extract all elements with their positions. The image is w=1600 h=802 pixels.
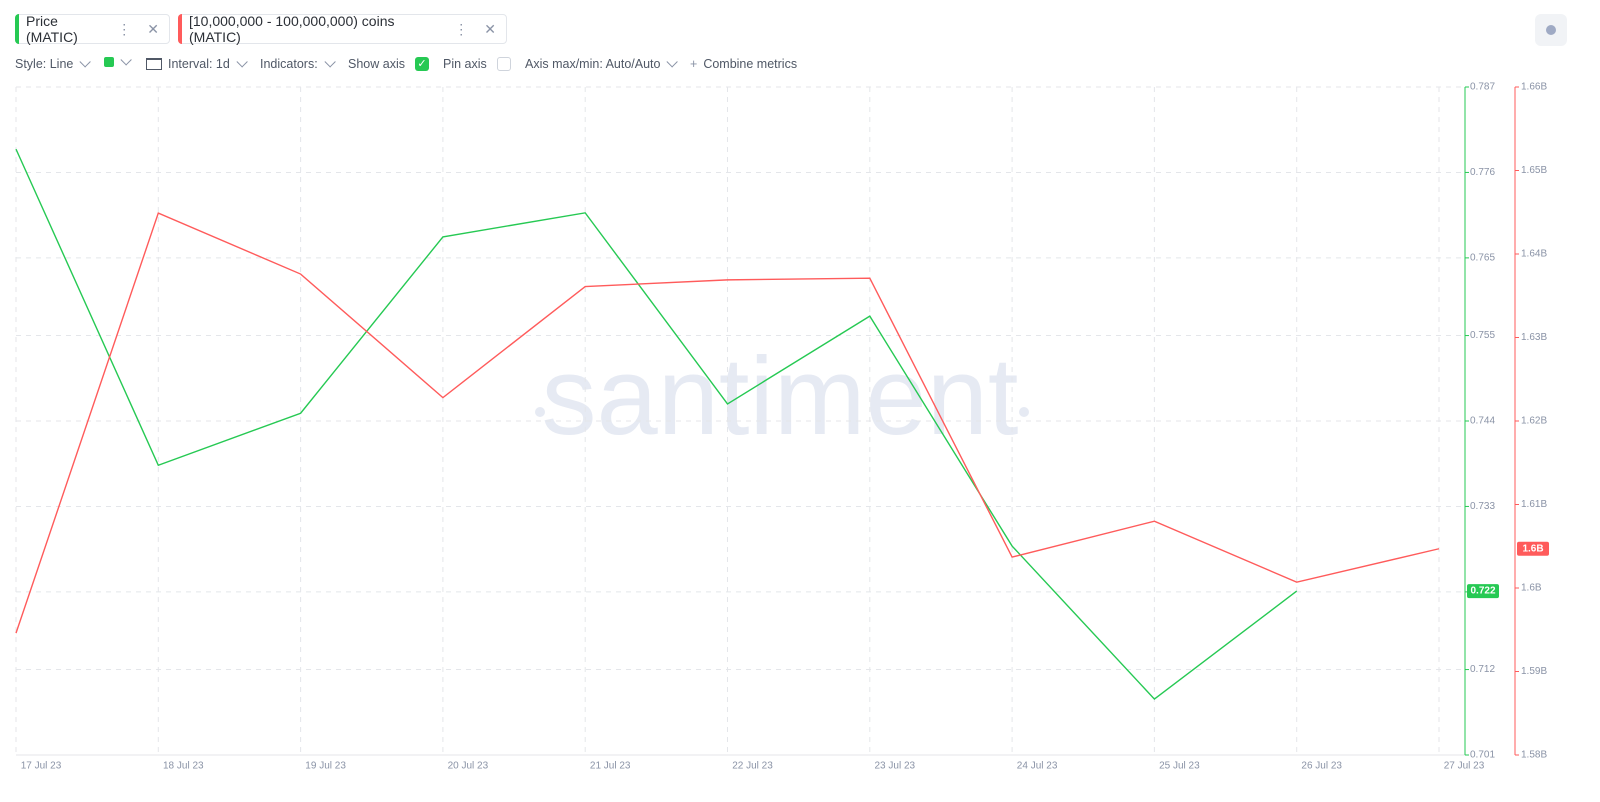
metric-tab[interactable]: [10,000,000 - 100,000,000) coins (MATIC)…	[178, 13, 507, 45]
y2-tick-label: 1.63B	[1521, 332, 1547, 343]
label: Show axis	[348, 57, 405, 71]
interval-select[interactable]: Interval: 1d	[146, 56, 248, 71]
y-tick-label: 0.733	[1470, 501, 1495, 512]
metric-tab[interactable]: Price (MATIC) ⋮ ✕	[15, 13, 170, 45]
watermark-dot	[1019, 407, 1029, 417]
menu-icon[interactable]: ⋮	[454, 20, 469, 37]
tab-label: Price (MATIC)	[26, 13, 78, 45]
y2-tick-label: 1.6B	[1521, 583, 1542, 594]
y2-tick-label: 1.58B	[1521, 750, 1547, 761]
watermark: santiment	[542, 335, 1019, 458]
tab-color	[15, 14, 19, 44]
label: Interval: 1d	[168, 57, 230, 71]
tab-color	[178, 14, 182, 44]
x-tick-label: 21 Jul 23	[590, 761, 631, 772]
y-tick-label: 0.712	[1470, 664, 1495, 675]
combine-button[interactable]: + Combine metrics	[690, 57, 798, 71]
y-tick-label: 0.776	[1470, 167, 1495, 178]
label: Indicators:	[260, 57, 318, 71]
close-icon[interactable]: ✕	[147, 20, 159, 37]
watermark-dot	[535, 407, 545, 417]
label: Axis max/min: Auto/Auto	[525, 57, 661, 71]
value-badge: 0.722	[1467, 584, 1499, 599]
x-tick-label: 27 Jul 23	[1444, 761, 1485, 772]
close-icon[interactable]: ✕	[484, 20, 496, 37]
x-tick-label: 20 Jul 23	[448, 761, 489, 772]
label: Style: Line	[15, 57, 74, 71]
x-tick-label: 25 Jul 23	[1159, 761, 1200, 772]
badge-bg	[1467, 584, 1499, 599]
y-tick-label: 0.765	[1470, 253, 1495, 264]
settings-button[interactable]	[1535, 14, 1567, 46]
x-tick-label: 19 Jul 23	[305, 761, 346, 772]
label: Pin axis	[443, 57, 487, 71]
label: Combine metrics	[703, 57, 798, 71]
y2-tick-label: 1.66B	[1521, 82, 1547, 93]
style-select[interactable]: Style: Line	[15, 56, 92, 71]
y2-tick-label: 1.59B	[1521, 666, 1547, 677]
y-tick-label: 0.755	[1470, 330, 1495, 341]
x-tick-label: 23 Jul 23	[875, 761, 916, 772]
indicators-select[interactable]: Indicators:	[260, 56, 336, 71]
tab-label: [10,000,000 - 100,000,000) coins (MATIC)	[189, 13, 395, 45]
value-badge: 1.6B	[1517, 541, 1549, 556]
series-line	[15, 148, 1298, 701]
badge-bg	[1517, 541, 1549, 556]
x-tick-label: 26 Jul 23	[1301, 761, 1342, 772]
menu-icon[interactable]: ⋮	[117, 20, 132, 37]
y-tick-label: 0.744	[1470, 416, 1495, 427]
show-axis-toggle[interactable]: Show axis ✓	[348, 57, 429, 71]
pin-axis-toggle[interactable]: Pin axis	[443, 57, 511, 71]
badge-label: 0.722	[1470, 586, 1495, 597]
color-select[interactable]	[104, 54, 132, 67]
y-tick-label: 0.701	[1470, 750, 1495, 761]
y2-tick-label: 1.64B	[1521, 249, 1547, 260]
x-tick-label: 22 Jul 23	[732, 761, 773, 772]
axis-maxmin-select[interactable]: Axis max/min: Auto/Auto	[525, 56, 679, 71]
y2-tick-label: 1.65B	[1521, 165, 1547, 176]
y-tick-label: 0.787	[1470, 82, 1495, 93]
x-tick-label: 18 Jul 23	[163, 761, 204, 772]
y2-tick-label: 1.61B	[1521, 499, 1547, 510]
x-tick-label: 17 Jul 23	[21, 761, 62, 772]
series-line	[15, 212, 1440, 634]
badge-label: 1.6B	[1522, 543, 1543, 554]
x-tick-label: 24 Jul 23	[1017, 761, 1058, 772]
y2-tick-label: 1.62B	[1521, 416, 1547, 427]
